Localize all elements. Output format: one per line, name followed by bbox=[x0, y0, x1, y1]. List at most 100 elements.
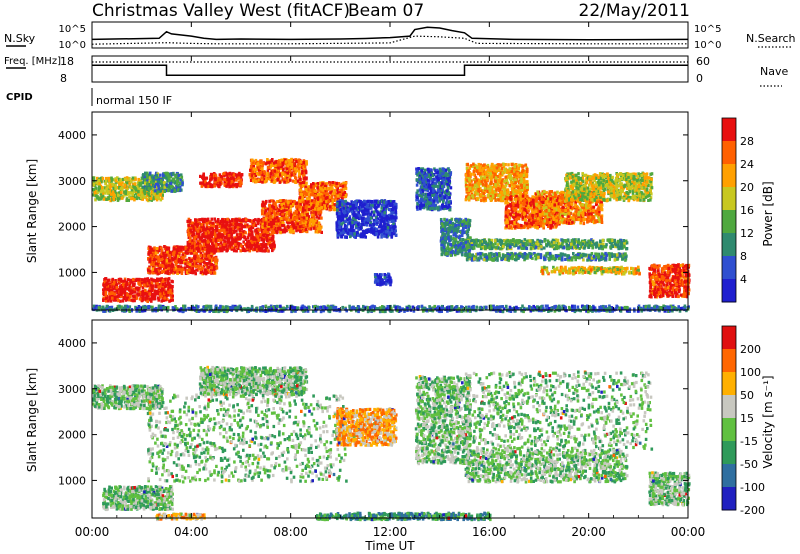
power-echo-cell bbox=[160, 183, 164, 187]
power-echo-cell bbox=[152, 176, 156, 180]
power-echo-cell bbox=[188, 219, 191, 223]
power-echo-cell bbox=[104, 290, 108, 294]
power-echo-cell bbox=[210, 266, 213, 270]
power-echo-cell bbox=[187, 223, 190, 228]
power-echo-cell bbox=[162, 251, 165, 255]
power-echo-cell bbox=[180, 188, 183, 192]
power-echo-cell bbox=[272, 205, 275, 210]
power-echo-cell bbox=[159, 193, 162, 197]
power-echo-cell bbox=[268, 240, 272, 244]
power-echo-cell bbox=[264, 209, 267, 213]
power-echo-cell bbox=[342, 215, 345, 219]
power-echo-cell bbox=[249, 168, 252, 172]
power-echo-cell bbox=[143, 175, 146, 179]
power-echo-cell bbox=[189, 228, 192, 232]
power-echo-cell bbox=[142, 189, 146, 193]
power-echo-cell bbox=[169, 181, 173, 186]
power-echo-cell bbox=[100, 180, 103, 184]
power-echo-cell bbox=[187, 268, 191, 272]
power-echo-cell bbox=[232, 173, 236, 177]
power-echo-cell bbox=[135, 296, 139, 300]
power-echo-cell bbox=[209, 246, 212, 251]
power-echo-cell bbox=[313, 194, 317, 198]
power-echo-cell bbox=[285, 217, 288, 221]
power-echo-cell bbox=[227, 182, 230, 186]
power-echo-cell bbox=[289, 178, 292, 182]
power-echo-cell bbox=[159, 277, 162, 281]
power-echo-cell bbox=[261, 212, 264, 216]
power-echo-cell bbox=[186, 228, 190, 232]
power-echo-cell bbox=[127, 198, 130, 202]
power-echo-cell bbox=[339, 231, 343, 235]
power-echo-cell bbox=[133, 182, 137, 186]
power-echo-cell bbox=[131, 176, 135, 180]
power-echo-cell bbox=[211, 245, 215, 249]
power-echo-cell bbox=[133, 195, 136, 200]
power-echo-cell bbox=[302, 176, 306, 181]
power-echo-cell bbox=[380, 233, 383, 237]
power-echo-cell bbox=[199, 254, 203, 258]
power-echo-cell bbox=[166, 278, 170, 282]
power-echo-cell bbox=[152, 262, 155, 266]
power-echo-cell bbox=[128, 288, 131, 292]
power-echo-cell bbox=[199, 271, 203, 275]
power-echo-cell bbox=[240, 173, 244, 177]
power-echo-cell bbox=[157, 178, 160, 182]
power-echo-cell bbox=[163, 185, 167, 189]
power-echo-cell bbox=[223, 225, 226, 229]
power-echo-cell bbox=[127, 278, 130, 282]
power-echo-cell bbox=[203, 178, 206, 182]
power-echo-cell bbox=[317, 211, 320, 215]
power-echo-cell bbox=[319, 227, 322, 231]
power-echo-cell bbox=[298, 167, 301, 171]
power-echo-cell bbox=[146, 179, 150, 183]
power-echo-cell bbox=[210, 173, 213, 177]
power-echo-cell bbox=[143, 195, 146, 199]
power-echo-cell bbox=[214, 174, 218, 178]
power-echo-cell bbox=[148, 179, 152, 183]
power-echo-cell bbox=[219, 241, 223, 245]
power-echo-cell bbox=[172, 179, 175, 183]
power-echo-cell bbox=[236, 236, 240, 240]
power-echo-cell bbox=[150, 180, 153, 184]
power-echo-cell bbox=[117, 299, 120, 303]
power-echo-cell bbox=[307, 187, 310, 191]
power-echo-cell bbox=[204, 184, 208, 188]
power-echo-cell bbox=[162, 173, 165, 177]
power-echo-cell bbox=[302, 216, 306, 220]
power-echo-cell bbox=[260, 248, 264, 252]
power-echo-cell bbox=[340, 188, 343, 192]
power-echo-cell bbox=[153, 185, 157, 189]
power-echo-cell bbox=[142, 292, 145, 296]
power-echo-cell bbox=[292, 173, 296, 177]
power-echo-cell bbox=[203, 182, 206, 186]
power-echo-cell bbox=[205, 176, 209, 180]
station-title: Christmas Valley West (fitACF) bbox=[92, 1, 350, 21]
power-echo-cell bbox=[276, 216, 279, 220]
power-echo-cell bbox=[279, 199, 282, 203]
power-echo-cell bbox=[205, 218, 209, 222]
power-echo-cell bbox=[108, 297, 111, 301]
power-echo-cell bbox=[281, 171, 284, 175]
power-echo-cell bbox=[368, 223, 372, 227]
power-echo-cell bbox=[128, 176, 131, 181]
power-echo-cell bbox=[125, 197, 129, 201]
power-echo-cell bbox=[262, 161, 265, 165]
power-echo-cell bbox=[109, 185, 112, 189]
power-echo-cell bbox=[375, 232, 378, 236]
power-echo-cell bbox=[231, 185, 235, 189]
power-echo-cell bbox=[189, 236, 192, 240]
power-echo-cell bbox=[139, 179, 142, 183]
power-echo-cell bbox=[332, 192, 336, 196]
power-echo-cell bbox=[102, 186, 105, 190]
power-echo-cell bbox=[113, 298, 117, 302]
power-echo-cell bbox=[179, 178, 182, 182]
power-echo-cell bbox=[207, 265, 210, 269]
power-echo-cell bbox=[156, 180, 160, 184]
power-echo-cell bbox=[153, 193, 157, 197]
power-echo-cell bbox=[289, 215, 293, 219]
power-echo-cell bbox=[231, 173, 234, 177]
power-echo-cell bbox=[237, 176, 241, 180]
power-echo-cell bbox=[155, 262, 158, 266]
power-echo-cell bbox=[192, 232, 196, 236]
